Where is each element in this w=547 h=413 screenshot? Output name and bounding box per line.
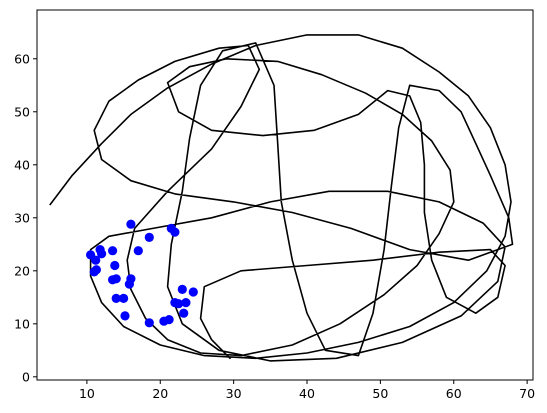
scatter-points <box>86 219 198 328</box>
data-point <box>89 267 99 277</box>
data-point <box>181 298 191 308</box>
data-point <box>144 232 154 242</box>
x-tick-label: 10 <box>79 386 95 401</box>
y-tick-label: 10 <box>14 316 30 331</box>
data-point <box>164 315 174 325</box>
x-tick-label: 70 <box>519 386 535 401</box>
data-point <box>144 318 154 328</box>
data-point <box>91 255 101 265</box>
data-point <box>188 287 198 297</box>
y-tick-label: 50 <box>14 104 30 119</box>
x-tick-label: 40 <box>299 386 315 401</box>
y-axis: 0 10 20 30 40 50 60 <box>14 51 37 384</box>
x-tick-label: 60 <box>446 386 462 401</box>
plot-background <box>37 10 533 380</box>
plot-frame <box>36 9 534 381</box>
data-point <box>97 249 107 259</box>
data-point <box>120 311 130 321</box>
data-point <box>126 219 136 229</box>
data-point <box>174 299 184 309</box>
data-point <box>126 274 136 284</box>
x-tick-label: 30 <box>226 386 242 401</box>
data-point <box>108 246 118 256</box>
y-tick-label: 60 <box>14 51 30 66</box>
y-tick-label: 30 <box>14 210 30 225</box>
x-tick-label: 50 <box>372 386 388 401</box>
data-point <box>111 293 121 303</box>
data-point <box>108 275 118 285</box>
data-point <box>119 293 129 303</box>
data-point <box>177 284 187 294</box>
data-point <box>133 246 143 256</box>
data-point <box>110 260 120 271</box>
x-tick-label: 20 <box>152 386 168 401</box>
y-tick-label: 0 <box>22 369 30 384</box>
y-tick-label: 20 <box>14 263 30 278</box>
data-point <box>170 227 180 237</box>
y-tick-label: 40 <box>14 157 30 172</box>
data-point <box>179 308 189 318</box>
x-axis: 10 20 30 40 50 60 70 <box>79 380 535 401</box>
trajectory-line <box>49 34 514 362</box>
